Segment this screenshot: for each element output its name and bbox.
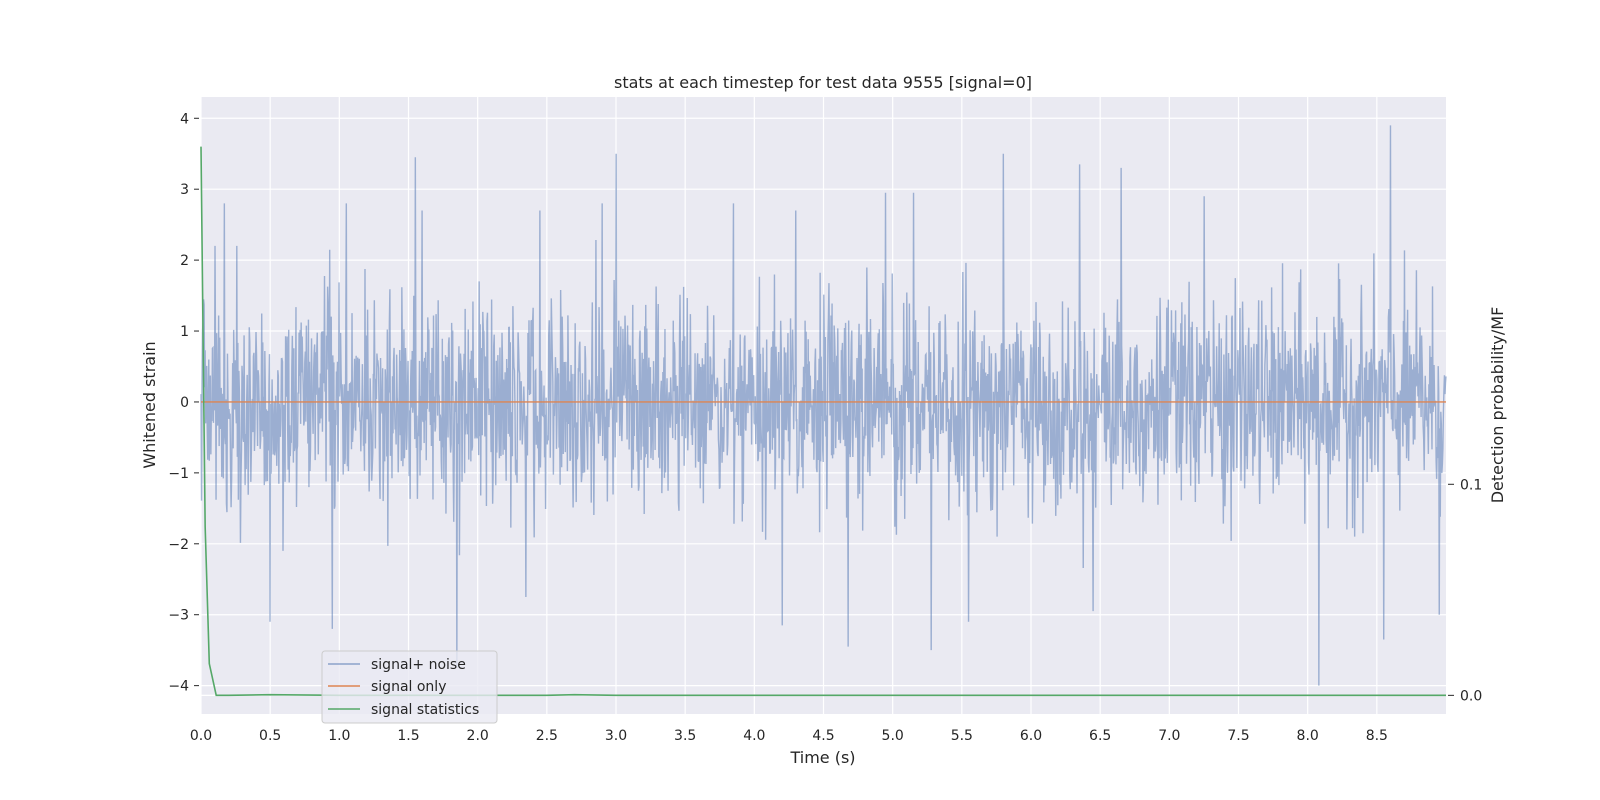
- legend-label-signal-statistics: signal statistics: [371, 702, 479, 718]
- y-tick-label: −1: [168, 466, 189, 482]
- x-tick-label: 6.5: [1089, 728, 1111, 744]
- x-axis-title: Time (s): [789, 748, 855, 767]
- y-tick-label: 2: [180, 253, 189, 269]
- y-tick-label: −3: [168, 608, 189, 624]
- x-tick-label: 7.5: [1227, 728, 1249, 744]
- x-tick-label: 8.5: [1366, 728, 1388, 744]
- y2-tick-label: 0.0: [1460, 688, 1482, 704]
- x-tick-label: 4.5: [812, 728, 834, 744]
- x-tick-label: 2.5: [536, 728, 558, 744]
- legend: signal+ noise signal only signal statist…: [321, 650, 498, 724]
- x-tick-label: 3.0: [605, 728, 627, 744]
- y2-tick-label: 0.1: [1460, 477, 1482, 493]
- x-tick-label: 1.5: [397, 728, 419, 744]
- y2-axis-ticks: 0.1 0.0: [1448, 477, 1482, 704]
- x-tick-label: 5.5: [951, 728, 973, 744]
- y-axis-title: Whitened strain: [140, 341, 159, 468]
- legend-label-signal-only: signal only: [371, 679, 446, 695]
- x-tick-label: 2.0: [467, 728, 489, 744]
- x-tick-label: 1.0: [328, 728, 350, 744]
- y-tick-label: −4: [168, 679, 189, 695]
- x-tick-label: 0.5: [259, 728, 281, 744]
- signal-noise-series: [200, 125, 1447, 686]
- signal-statistics-series: [200, 146, 1446, 697]
- x-axis-ticks: 0.0 0.5 1.0 1.5 2.0 2.5 3.0 3.5 4.0 4.5 5.0 5.5 6.0 6…: [190, 728, 1388, 744]
- legend-label-signal-noise: signal+ noise: [371, 657, 466, 673]
- y-tick-label: 3: [180, 182, 189, 198]
- y-tick-label: 4: [180, 111, 189, 127]
- y2-axis-title: Detection probability/MF: [1488, 307, 1507, 504]
- x-tick-label: 4.0: [743, 728, 765, 744]
- signal-statistics-line: [200, 146, 1446, 697]
- x-tick-label: 6.0: [1020, 728, 1042, 744]
- x-tick-label: 5.0: [882, 728, 904, 744]
- signal-noise-line: [200, 125, 1447, 686]
- y-axis-ticks: 4 3 2 1 0 −1 −2 −3 −4: [168, 111, 199, 695]
- x-tick-label: 0.0: [190, 728, 212, 744]
- chart-title: stats at each timestep for test data 955…: [614, 73, 1032, 92]
- legend-box: [321, 650, 498, 724]
- y-tick-label: −2: [168, 537, 189, 553]
- y-tick-label: 1: [180, 324, 189, 340]
- x-tick-label: 7.0: [1158, 728, 1180, 744]
- y-tick-label: 0: [180, 395, 189, 411]
- x-tick-label: 8.0: [1297, 728, 1319, 744]
- x-tick-label: 3.5: [674, 728, 696, 744]
